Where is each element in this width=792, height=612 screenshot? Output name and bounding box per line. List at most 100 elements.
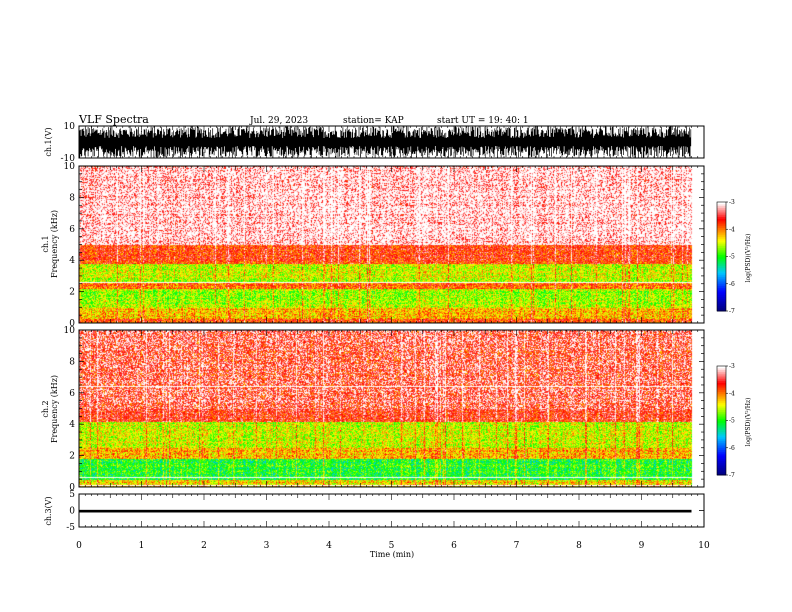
colorbar-segment — [717, 455, 726, 458]
colorbar-segment — [717, 438, 726, 441]
colorbar-segment — [717, 371, 726, 374]
colorbar-segment — [717, 289, 726, 292]
colorbar-segment — [717, 247, 726, 250]
colorbar-segment — [717, 398, 726, 402]
colorbar-segment — [717, 265, 726, 268]
colorbar-segment — [717, 449, 726, 452]
colorbar-segment — [717, 413, 726, 416]
ch1-colorbar-label: log(PSD)(V²/Hz) — [745, 234, 752, 283]
colorbar-segment — [717, 445, 726, 449]
colorbar-segment — [717, 218, 726, 221]
colorbar-segment — [717, 400, 726, 403]
station-label: station= KAP — [343, 116, 404, 126]
colorbar-segment — [717, 223, 726, 227]
x-tick-label: 9 — [639, 541, 645, 551]
colorbar-segment — [717, 456, 726, 460]
colorbar-segment — [717, 393, 726, 396]
x-tick-label: 3 — [264, 541, 270, 551]
colorbar-tick-label: -5 — [729, 418, 735, 425]
colorbar-segment — [717, 271, 726, 274]
colorbar-tick-label: -4 — [729, 390, 735, 397]
colorbar-segment — [717, 458, 726, 461]
colorbar-segment — [717, 471, 726, 474]
colorbar-segment — [717, 276, 726, 279]
ch2-spectrogram-panel: 0 2 4 6 8 10 — [64, 326, 705, 493]
colorbar-segment — [717, 263, 726, 267]
y-tick-label: 10 — [64, 162, 76, 172]
colorbar-segment — [717, 281, 726, 285]
colorbar-segment — [717, 447, 726, 451]
colorbar-segment — [717, 272, 726, 276]
colorbar-segment — [717, 367, 726, 371]
colorbar-segment — [717, 389, 726, 392]
colorbar-segment — [717, 220, 726, 223]
colorbar-segment — [717, 231, 726, 234]
colorbar-segment — [717, 425, 726, 429]
colorbar-segment — [717, 385, 726, 389]
x-tick-label: 8 — [576, 541, 582, 551]
colorbar-segment — [717, 384, 726, 387]
colorbar-segment — [717, 274, 726, 277]
figure-title: VLF Spectra — [78, 113, 149, 126]
colorbar-segment — [717, 305, 726, 308]
ch2-channel-label: ch.2 — [41, 400, 50, 417]
ch3-waveform-trace — [79, 509, 692, 513]
colorbar-segment — [717, 251, 726, 254]
colorbar-segment — [717, 396, 726, 400]
colorbar-segment — [717, 267, 726, 270]
ch2-colorbar: -3 -4 -5 -6 -7 — [716, 363, 735, 479]
colorbar-segment — [717, 467, 726, 471]
colorbar-segment — [717, 427, 726, 431]
colorbar-tick-label: -3 — [729, 363, 735, 370]
colorbar-segment — [717, 258, 726, 261]
colorbar-segment — [717, 203, 726, 207]
colorbar-segment — [717, 294, 726, 297]
colorbar-segment — [717, 236, 726, 239]
colorbar-segment — [717, 287, 726, 290]
colorbar-segment — [717, 465, 726, 469]
colorbar-segment — [717, 252, 726, 256]
colorbar-segment — [717, 440, 726, 443]
colorbar-segment — [717, 221, 726, 225]
colorbar-segment — [717, 207, 726, 210]
ch1-spectrogram-panel: 0 2 4 6 8 10 — [64, 162, 705, 329]
y-tick-label: 10 — [64, 122, 76, 132]
colorbar-segment — [717, 404, 726, 407]
colorbar-segment — [717, 435, 726, 438]
colorbar-segment — [717, 229, 726, 232]
colorbar-segment — [717, 212, 726, 216]
time-axis-label: Time (min) — [370, 550, 414, 559]
colorbar-segment — [717, 234, 726, 238]
y-tick-label: 4 — [69, 256, 75, 266]
colorbar-segment — [717, 469, 726, 472]
colorbar-segment — [717, 209, 726, 212]
colorbar-segment — [717, 429, 726, 432]
colorbar-segment — [717, 407, 726, 411]
colorbar-segment — [717, 300, 726, 303]
colorbar-segment — [717, 420, 726, 423]
colorbar-tick-label: -3 — [729, 199, 735, 206]
ch1-waveform-panel: 10 -10 — [61, 122, 705, 164]
colorbar-segment — [717, 431, 726, 434]
colorbar-segment — [717, 245, 726, 248]
time-axis: 0 1 2 3 4 5 6 7 8 9 10 — [76, 541, 710, 551]
spectrogram-image — [79, 330, 704, 487]
ch3-wave-ylabel: ch.3(V) — [44, 496, 53, 525]
date-label: Jul. 29, 2023 — [249, 116, 308, 126]
x-tick-label: 2 — [201, 541, 207, 551]
colorbar-segment — [717, 460, 726, 463]
colorbar-tick-label: -7 — [729, 472, 735, 479]
y-tick-label: 2 — [69, 452, 75, 462]
colorbar-segment — [717, 451, 726, 454]
colorbar-segment — [717, 232, 726, 236]
ch3-waveform-panel: 5 0 -5 — [66, 490, 705, 533]
y-tick-label: 10 — [64, 326, 76, 336]
y-tick-label: 5 — [69, 490, 75, 500]
colorbar-segment — [717, 211, 726, 214]
colorbar-segment — [717, 444, 726, 447]
colorbar-segment — [717, 307, 726, 310]
colorbar-segment — [717, 303, 726, 307]
colorbar-segment — [717, 378, 726, 382]
colorbar-segment — [717, 409, 726, 412]
